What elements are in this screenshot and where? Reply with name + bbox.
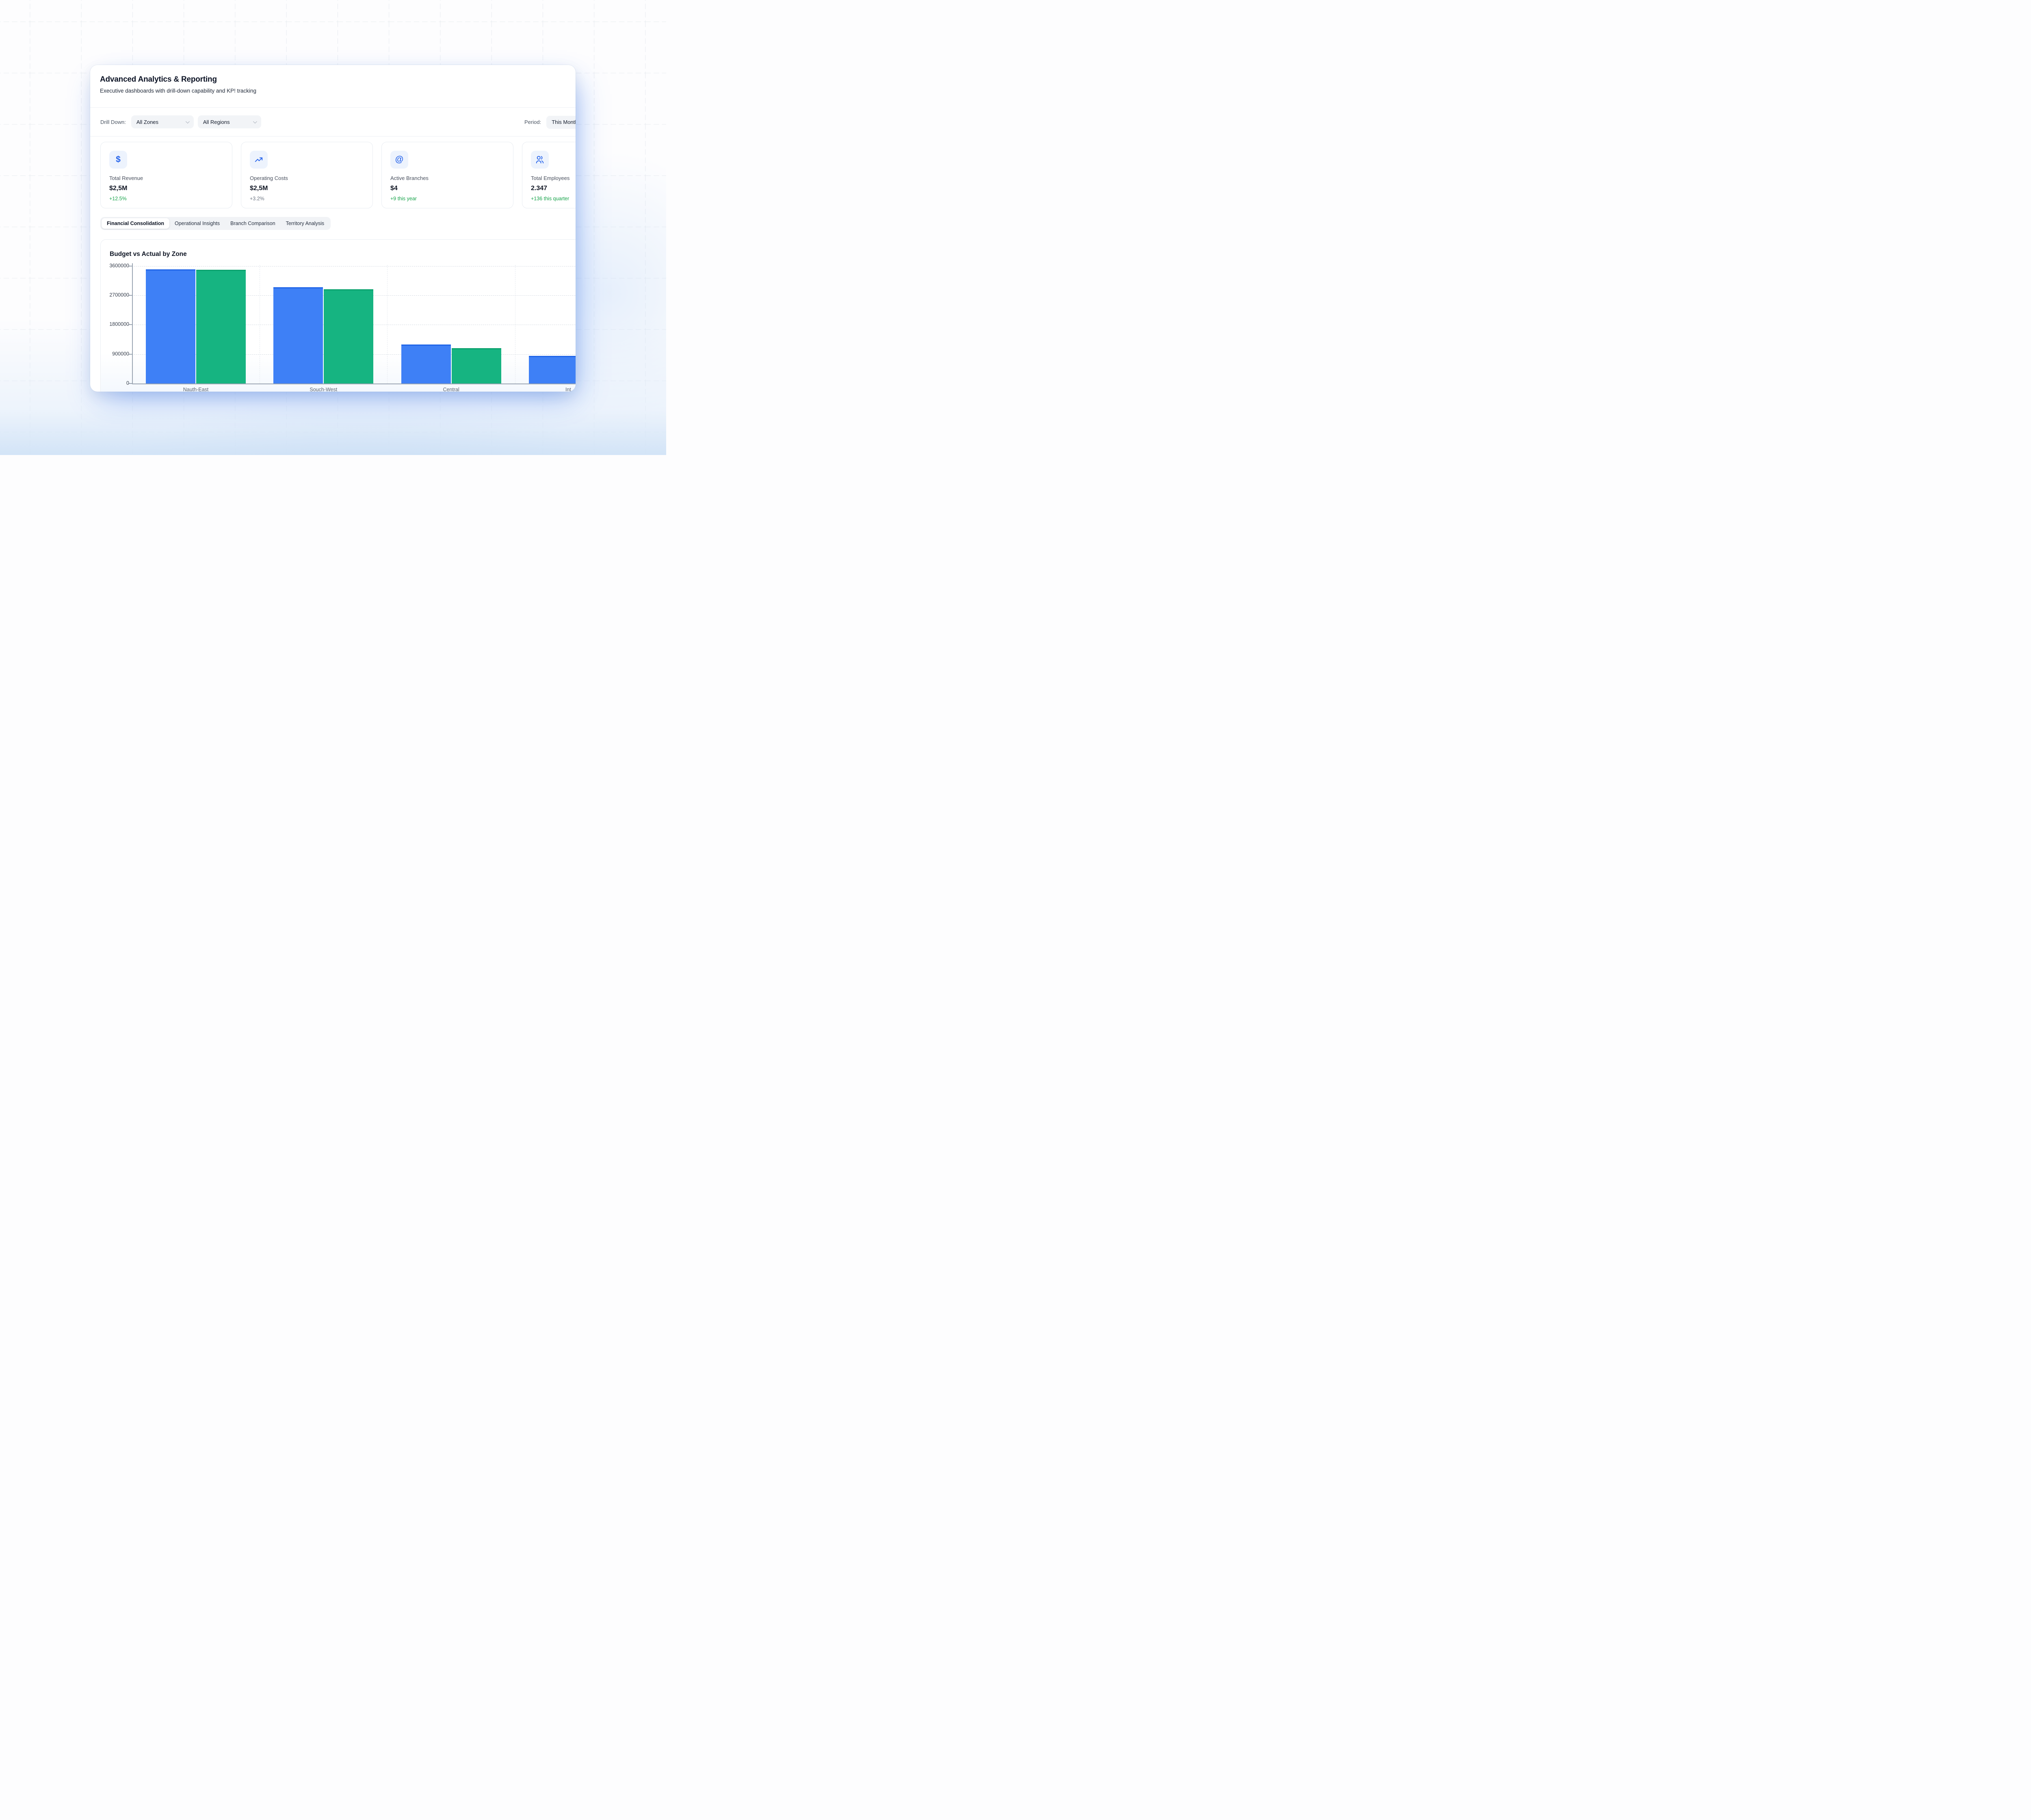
filter-bar: Drill Down: All Zones All Regions Period… (90, 108, 576, 136)
analysis-tabbar: Financial Consolidation Operational Insi… (100, 217, 331, 230)
kpi-card-total-revenue: $ Total Revenue $2,5M +12.5% (100, 142, 232, 208)
x-axis-label: Nauth-East (183, 387, 209, 392)
y-axis-label: 3600000 (109, 262, 129, 269)
kpi-value: $2,5M (109, 185, 128, 192)
dollar-sign-icon: $ (109, 151, 127, 169)
kpi-card-active-branches: @ Active Branches $4 +9 this year (381, 142, 513, 208)
tab-territory-analysis[interactable]: Territory Analysis (286, 221, 325, 226)
kpi-delta: +136 this quarter (531, 196, 569, 202)
kpi-value: $2,5M (250, 185, 268, 192)
analytics-panel: Advanced Analytics & Reporting Executive… (90, 65, 576, 392)
kpi-label: Active Branches (390, 175, 429, 181)
budget-vs-actual-chart-card: Budget vs Actual by Zone 0 900000 1800000 2… (100, 239, 576, 392)
y-axis-label: 2700000 (109, 292, 129, 298)
chevron-down-icon (185, 119, 190, 124)
users-icon (531, 151, 549, 169)
period-select[interactable]: This Month (546, 115, 576, 129)
bar-actual-Central (451, 348, 501, 384)
zone-select[interactable]: All Zones (131, 115, 194, 128)
bar-actual-Nauth-East (196, 270, 246, 384)
group-separator (387, 265, 388, 384)
bar-budget-Nauth-East (146, 269, 195, 384)
drill-down-label: Drill Down: (100, 119, 126, 125)
zone-select-value: All Zones (136, 119, 159, 125)
kpi-label: Total Employees (531, 175, 570, 181)
x-axis-label: Souch-West (310, 387, 338, 392)
plot-area: 0 900000 1800000 2700000 3600000 Nauth-East So… (101, 240, 576, 392)
kpi-value: $4 (390, 185, 398, 192)
x-axis-label: Central (443, 387, 459, 392)
kpi-label: Operating Costs (250, 175, 288, 181)
bar-actual-Souch-West (324, 289, 374, 384)
kpi-delta: +9 this year (390, 196, 417, 202)
region-select[interactable]: All Regions (197, 115, 261, 128)
kpi-delta: +12.5% (109, 196, 127, 202)
bar-budget-Souch-West (273, 287, 323, 384)
bar-budget-Int (528, 356, 576, 384)
kpi-value: 2.347 (531, 185, 548, 192)
y-axis-tick (129, 324, 132, 325)
tab-financial-consolidation[interactable]: Financial Consolidation (102, 218, 169, 229)
y-axis-label: 0 (126, 380, 129, 386)
kpi-row: $ Total Revenue $2,5M +12.5% Operating C… (100, 142, 576, 208)
period-select-value: This Month (552, 119, 576, 125)
trending-up-icon (250, 151, 268, 169)
at-sign-icon: @ (390, 151, 408, 169)
y-axis-tick (129, 353, 132, 355)
x-axis-label: Int (565, 387, 571, 392)
tab-operational-insights[interactable]: Operational Insights (174, 221, 220, 226)
period-group: Period: This Month (524, 108, 576, 136)
y-axis-tick (129, 383, 132, 384)
kpi-card-operating-costs: Operating Costs $2,5M +3.2% (241, 142, 373, 208)
y-axis-line (132, 263, 133, 384)
kpi-card-total-employees: Total Employees 2.347 +136 this quarter (522, 142, 576, 208)
y-axis-label: 900000 (112, 351, 129, 357)
page-subtitle: Executive dashboards with drill-down cap… (100, 88, 256, 94)
region-select-value: All Regions (203, 119, 230, 125)
period-label: Period: (524, 119, 541, 125)
page-title: Advanced Analytics & Reporting (100, 75, 217, 84)
panel-header: Advanced Analytics & Reporting Executive… (90, 65, 576, 107)
kpi-label: Total Revenue (109, 175, 143, 181)
y-axis-tick (129, 295, 132, 296)
y-axis-label: 1800000 (109, 321, 129, 327)
bar-budget-Central (401, 344, 451, 384)
chevron-down-icon (253, 119, 257, 124)
kpi-delta: +3.2% (250, 196, 264, 202)
tab-branch-comparison[interactable]: Branch Comparison (230, 221, 275, 226)
